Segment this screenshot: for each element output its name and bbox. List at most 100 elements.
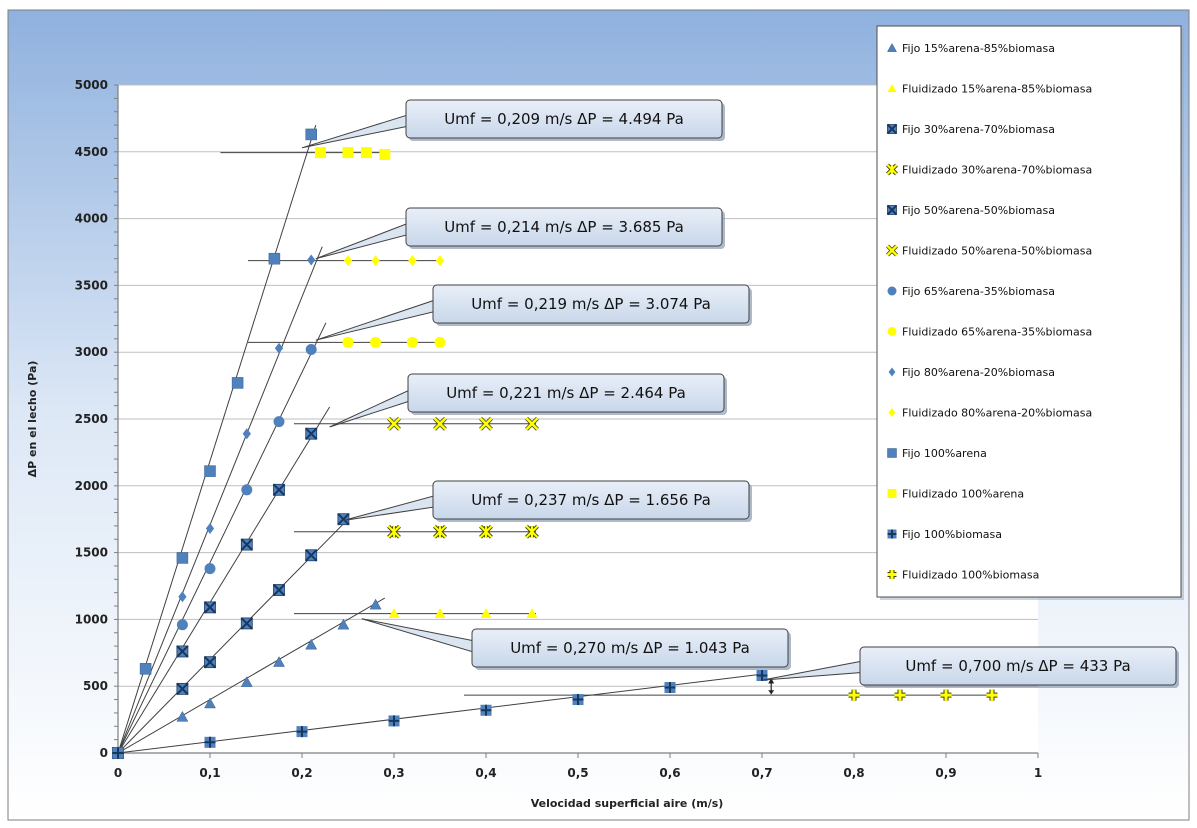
marker-xsquare-cross <box>337 512 350 526</box>
series-11 <box>314 147 391 160</box>
legend-box <box>876 25 1182 598</box>
marker-diamond <box>205 523 215 535</box>
trend-line <box>117 673 763 754</box>
y-tick-label: 5000 <box>75 78 108 92</box>
y-tick-label: 0 <box>100 746 108 760</box>
data-point <box>240 538 254 551</box>
data-point <box>388 608 400 619</box>
marker-xsquare-cross <box>240 617 254 630</box>
marker-plus <box>940 689 952 701</box>
callout-box <box>432 480 750 520</box>
data-point <box>360 147 372 159</box>
series-3 <box>387 524 539 539</box>
data-point <box>296 726 308 738</box>
marker-x <box>479 417 493 431</box>
data-point <box>435 255 445 267</box>
data-point <box>314 147 326 159</box>
data-point <box>525 416 539 431</box>
marker-triangle <box>526 608 538 619</box>
data-point <box>894 689 906 701</box>
marker-plus <box>572 694 584 706</box>
y-tick-label: 3000 <box>75 345 108 359</box>
marker-square <box>887 489 897 498</box>
data-point <box>479 416 493 431</box>
data-point <box>343 255 353 267</box>
marker-xsquare-cross <box>272 483 286 497</box>
series-13 <box>848 689 998 701</box>
marker-diamond <box>343 255 353 267</box>
data-point <box>337 618 350 630</box>
callout-box <box>432 284 750 324</box>
dp-arrow-head <box>768 678 775 684</box>
umf-callout: Umf = 0,219 m/s ΔP = 3.074 Pa <box>315 284 752 341</box>
x-tick-label: 1 <box>1034 766 1042 780</box>
series-7 <box>342 336 446 348</box>
marker-triangle <box>305 638 318 650</box>
marker-plus <box>887 570 897 579</box>
data-point <box>379 148 391 160</box>
legend-label: Fijo 50%arena-50%biomasa <box>902 204 1055 217</box>
marker-x <box>525 417 539 431</box>
y-tick-label: 500 <box>83 679 108 693</box>
data-point <box>756 670 768 682</box>
marker-circle <box>434 336 446 348</box>
data-point <box>176 682 189 696</box>
y-tick-label: 4000 <box>75 212 108 226</box>
data-point <box>342 147 354 159</box>
data-point <box>176 645 189 658</box>
series-12 <box>112 670 768 759</box>
y-tick-label: 4500 <box>75 145 108 159</box>
legend-label: Fluidizado 65%arena-35%biomasa <box>902 326 1092 339</box>
data-point <box>274 342 284 354</box>
marker-plus <box>296 726 308 738</box>
legend-entry: Fluidizado 15%arena-85%biomasa <box>887 83 1092 96</box>
marker-square <box>176 552 189 564</box>
callout-box <box>405 207 723 247</box>
marker-xsquare-cross <box>304 427 318 440</box>
series-5 <box>387 416 539 431</box>
legend-label: Fluidizado 100%biomasa <box>902 569 1039 582</box>
legend-entry: Fluidizado 80%arena-20%biomasa <box>888 407 1092 420</box>
marker-diamond <box>307 254 316 266</box>
trend-line <box>117 597 386 754</box>
y-tick-label: 1000 <box>75 612 108 626</box>
marker-triangle <box>388 608 400 619</box>
marker-triangle <box>240 676 253 687</box>
marker-triangle <box>337 618 350 630</box>
x-tick-label: 0 <box>114 766 122 780</box>
callout-box <box>405 99 723 139</box>
data-point <box>848 689 860 701</box>
data-point <box>304 427 318 440</box>
x-tick-label: 0,3 <box>383 766 404 780</box>
legend-label: Fijo 30%arena-70%biomasa <box>902 123 1055 136</box>
series-9 <box>343 255 445 267</box>
marker-diamond <box>371 255 380 267</box>
marker-square <box>887 448 897 458</box>
umf-callout: Umf = 0,237 m/s ΔP = 1.656 Pa <box>343 480 752 522</box>
marker-square <box>268 252 281 265</box>
marker-asterisk <box>387 525 401 539</box>
marker-asterisk <box>479 525 493 539</box>
data-point <box>242 428 251 440</box>
legend-entry: Fijo 80%arena-20%biomasa <box>888 366 1055 379</box>
callout-text: Umf = 0,209 m/s ΔP = 4.494 Pa <box>444 110 684 128</box>
marker-triangle <box>176 710 189 722</box>
data-point <box>273 416 285 428</box>
x-tick-label: 0,9 <box>935 766 956 780</box>
marker-triangle <box>887 42 897 52</box>
data-point <box>305 638 318 650</box>
marker-circle <box>887 327 897 336</box>
marker-square <box>314 147 326 159</box>
data-point <box>204 563 216 575</box>
data-point <box>433 416 447 431</box>
legend-entry: Fluidizado 100%arena <box>887 488 1024 501</box>
marker-square <box>379 148 391 160</box>
marker-triangle <box>273 656 285 667</box>
data-point <box>434 336 446 348</box>
marker-asterisk <box>525 525 539 539</box>
marker-plus <box>204 736 216 748</box>
data-point <box>388 715 400 727</box>
marker-diamond <box>888 408 896 417</box>
umf-callout: Umf = 0,209 m/s ΔP = 4.494 Pa <box>301 99 725 149</box>
